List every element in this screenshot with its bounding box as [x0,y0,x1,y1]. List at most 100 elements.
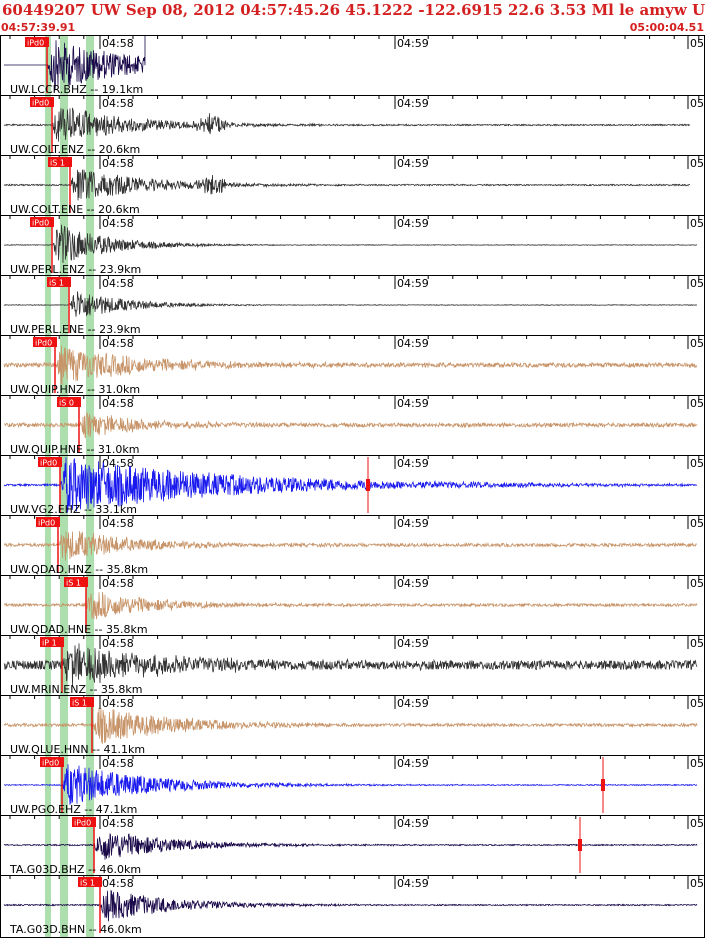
time-tick-label: 05: [690,757,705,770]
time-tick-label: 04:58 [102,637,134,650]
phase-pick-flag[interactable] [36,517,60,527]
time-tick-label: 05: [690,577,705,590]
phase-pick-label: iP 1 [42,639,57,648]
phase-pick-label: iS 1 [50,159,65,168]
time-tick-label: 04:59 [397,337,429,350]
phase-pick-flag[interactable] [38,457,62,467]
trace-row: 04:58 04:59 05: iS 1 UW.QDAD.HNE -- 35.8km [0,575,705,636]
time-tick-label: 04:59 [397,697,429,710]
waveform [3,457,698,513]
phase-pick-label: iPd0 [74,819,91,828]
phase-pick-flag[interactable] [40,757,64,767]
phase-pick-label: iPd0 [40,459,57,468]
phase-pick-flag[interactable] [25,37,49,47]
window-end-time: 05:00:04.51 [629,21,704,34]
time-tick-label: 04:59 [397,637,429,650]
time-tick-label: 04:58 [102,217,134,230]
time-tick-label: 04:59 [397,277,429,290]
station-label: UW.PERL.ENE -- 23.9km [10,323,141,336]
time-tick-label: 05: [690,457,705,470]
waveform [3,592,698,620]
phase-pick-label: iS 1 [49,279,64,288]
time-tick-label: 04:58 [102,877,134,890]
phase-pick-label: iPd0 [27,39,44,48]
station-label: UW.COLT.ENE -- 20.6km [10,203,140,216]
waveform [3,643,698,687]
time-tick-label: 04:58 [102,817,134,830]
station-label: UW.QUIP.HNZ -- 31.0km [10,383,140,396]
trace-row: 04:58 04:59 05: iPd0 UW.PGO.EHZ -- 47.1km [0,755,705,816]
trace-row: 04:58 04:59 05: iS 1 UW.COLT.ENE -- 20.6km [0,155,705,216]
time-tick-label: 04:59 [397,97,429,110]
time-tick-label: 04:58 [102,157,134,170]
station-label: UW.QLUE.HNN -- 41.1km [10,743,145,756]
phase-pick-flag[interactable] [40,637,64,647]
trace-row: 04:58 04:59 05: iPd0 UW.QDAD.HNZ -- 35.8km [0,515,705,576]
time-tick-label: 04:59 [397,757,429,770]
station-label: UW.VG2.EHZ -- 33.1km [10,503,137,516]
trace-row: 04:58 04:59 05: iS 0 UW.QUIP.HNE -- 31.0km [0,395,705,456]
waveform [3,169,691,201]
time-tick-label: 05: [690,817,705,830]
time-tick-label: 04:58 [102,277,134,290]
phase-pick-flag[interactable] [64,577,88,587]
trace-row: 04:58 04:59 05: iS 1 TA.G03D.BHN -- 46.0km [0,875,705,936]
waveform [3,833,698,860]
phase-pick-label: iPd0 [32,219,49,228]
station-label: UW.COLT.ENZ -- 20.6km [10,143,140,156]
phase-pick-flag[interactable] [78,877,102,887]
trace-row: 04:58 04:59 05: iPd0 UW.PERL.ENZ -- 23.9km [0,215,705,276]
phase-pick-flag[interactable] [30,97,54,107]
trace-row: 04:58 04:59 05: iPd0 UW.LCCR.BHZ -- 19.1km [0,35,705,96]
event-title: 60449207 UW Sep 08, 2012 04:57:45.26 45.… [2,1,705,19]
phase-pick-flag[interactable] [70,697,94,707]
pick-window-band [60,35,68,938]
phase-pick-flag[interactable] [33,337,57,347]
auto-pick-marker [601,779,605,791]
time-tick-label: 05: [690,397,705,410]
time-tick-label: 05: [690,97,705,110]
window-start-time: 04:57:39.91 [1,21,76,34]
trace-row: 04:58 04:59 05: iS 1 UW.QLUE.HNN -- 41.1km [0,695,705,756]
time-tick-label: 05: [690,37,705,50]
time-tick-label: 04:59 [397,877,429,890]
time-tick-label: 04:58 [102,97,134,110]
time-tick-label: 05: [690,877,705,890]
waveform [3,412,698,439]
station-label: TA.G03D.BHZ -- 46.0km [9,863,141,876]
trace-row: 04:58 04:59 05: iPd0 UW.QUIP.HNZ -- 31.0km [0,335,705,396]
station-label: UW.LCCR.BHZ -- 19.1km [10,83,143,96]
waveform [4,107,691,142]
station-label: UW.PGO.EHZ -- 47.1km [10,803,137,816]
station-label: TA.G03D.BHN -- 46.0km [9,923,142,936]
auto-pick-marker [578,839,582,851]
station-label: UW.MRIN.ENZ -- 35.8km [10,683,143,696]
time-tick-label: 04:59 [397,37,429,50]
auto-pick-marker [366,479,370,491]
time-tick-label: 05: [690,637,705,650]
station-label: UW.QDAD.HNE -- 35.8km [10,623,148,636]
phase-pick-flag[interactable] [47,277,71,287]
time-tick-label: 05: [690,157,705,170]
waveform [3,224,698,263]
time-tick-label: 04:58 [102,577,134,590]
time-tick-label: 04:59 [397,397,429,410]
phase-pick-label: iPd0 [42,759,59,768]
phase-pick-label: iPd0 [32,99,49,108]
time-tick-label: 05: [690,697,705,710]
phase-pick-label: iS 1 [72,699,87,708]
phase-pick-flag[interactable] [72,817,96,827]
time-tick-label: 04:58 [102,757,134,770]
time-tick-label: 04:58 [102,37,134,50]
trace-row: 04:58 04:59 05: iPd0 UW.VG2.EHZ -- 33.1km [0,455,705,516]
phase-pick-flag[interactable] [30,217,54,227]
trace-row: 04:58 04:59 05: iP 1 UW.MRIN.ENZ -- 35.8km [0,635,705,696]
time-tick-label: 05: [690,517,705,530]
time-tick-label: 04:59 [397,577,429,590]
time-tick-label: 04:58 [102,337,134,350]
phase-pick-flag[interactable] [48,157,72,167]
waveform [3,531,698,561]
phase-pick-flag[interactable] [57,397,81,407]
